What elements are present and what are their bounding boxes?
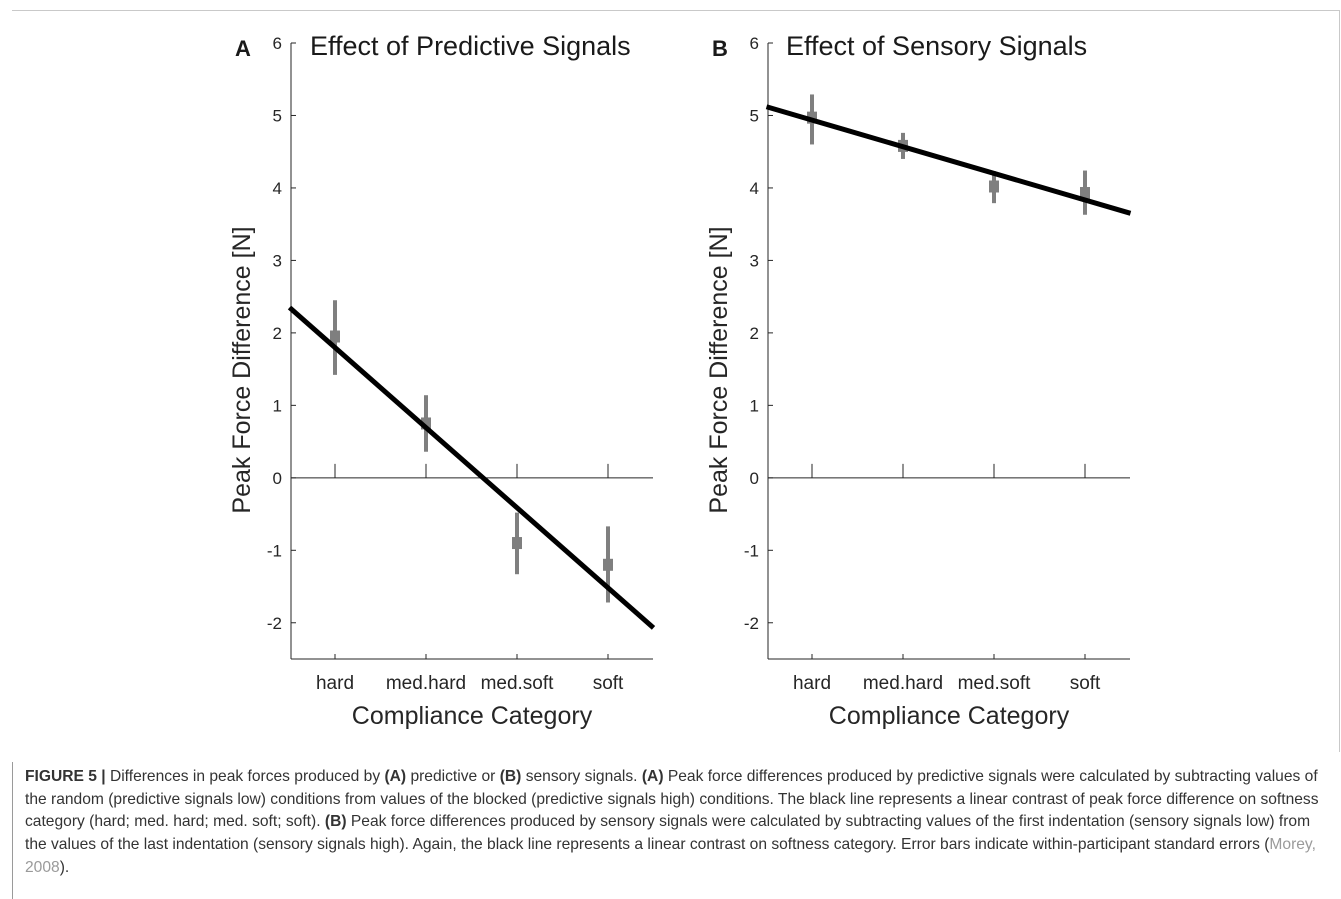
y-tick-label: 1 <box>750 396 759 415</box>
y-tick-label: 6 <box>273 34 282 53</box>
y-tick-label: 3 <box>750 251 759 270</box>
x-tick-label: hard <box>793 673 831 694</box>
y-tick-label: 4 <box>750 179 759 198</box>
data-point <box>330 330 340 343</box>
y-tick-label: 6 <box>750 34 759 53</box>
x-tick-label: hard <box>316 673 354 694</box>
x-tick-label: soft <box>1070 673 1101 694</box>
x-axis-label: Compliance Category <box>829 702 1070 730</box>
y-tick-label: 0 <box>750 469 759 488</box>
y-tick-label: 3 <box>273 251 282 270</box>
y-tick-label: -2 <box>267 614 282 633</box>
y-tick-label: -1 <box>267 541 282 560</box>
y-tick-label: 0 <box>273 469 282 488</box>
figure-plots: -2 -1 0 1 2 3 4 5 6 hard med.hard med.soft soft A Effe… <box>228 31 1132 730</box>
caption-ref-b: (B) <box>499 768 522 785</box>
x-tick-label: med.hard <box>386 673 466 694</box>
data-point <box>421 417 431 430</box>
caption-label: FIGURE 5 | <box>25 768 106 785</box>
y-tick-label: 5 <box>273 106 282 125</box>
x-tick-label: soft <box>593 673 624 694</box>
x-tick-label: med.soft <box>958 673 1032 694</box>
chart-title: Effect of Predictive Signals <box>310 31 631 61</box>
y-tick-label: 4 <box>273 179 282 198</box>
caption-ref-a: (A) <box>641 768 664 785</box>
x-tick-label: med.soft <box>481 673 555 694</box>
y-tick-label: -2 <box>744 614 759 633</box>
data-point <box>512 537 522 550</box>
caption-ref-b: (B) <box>324 813 347 831</box>
chart-title: Effect of Sensory Signals <box>786 31 1087 61</box>
y-tick-label: 2 <box>750 324 759 343</box>
y-tick-label: 5 <box>750 106 759 125</box>
caption-text: predictive or <box>406 768 500 785</box>
caption-text: ). <box>59 858 70 876</box>
caption-text: sensory signals. <box>521 768 642 785</box>
data-point <box>989 180 999 193</box>
y-tick-label: 1 <box>273 396 282 415</box>
y-tick-label: 2 <box>273 324 282 343</box>
data-point <box>1080 187 1090 200</box>
y-tick-label: -1 <box>744 541 759 560</box>
linear-contrast-line <box>287 305 656 630</box>
panel-label: B <box>712 36 728 61</box>
x-tick-label: med.hard <box>863 673 943 694</box>
figure-frame <box>12 10 1340 752</box>
y-axis-label: Peak Force Difference [N] <box>228 226 256 513</box>
data-point <box>603 558 613 571</box>
caption-ref-a: (A) <box>384 768 407 785</box>
caption-text: Peak force differences produced by predi… <box>25 768 1319 831</box>
caption-text: Differences in peak forces produced by <box>105 768 385 785</box>
x-axis-label: Compliance Category <box>352 702 593 730</box>
linear-contrast-line <box>765 104 1132 216</box>
y-axis-label: Peak Force Difference [N] <box>705 226 733 513</box>
citation-link[interactable]: Morey, 2008 <box>25 836 1316 876</box>
panel-label: A <box>235 36 251 61</box>
caption-text: Peak force differences produced by senso… <box>25 813 1311 854</box>
caption-rule <box>12 762 13 899</box>
figure-caption: FIGURE 5 | Differences in peak forces pr… <box>25 766 1321 880</box>
figure-caption-block: FIGURE 5 | Differences in peak forces pr… <box>12 752 1328 899</box>
